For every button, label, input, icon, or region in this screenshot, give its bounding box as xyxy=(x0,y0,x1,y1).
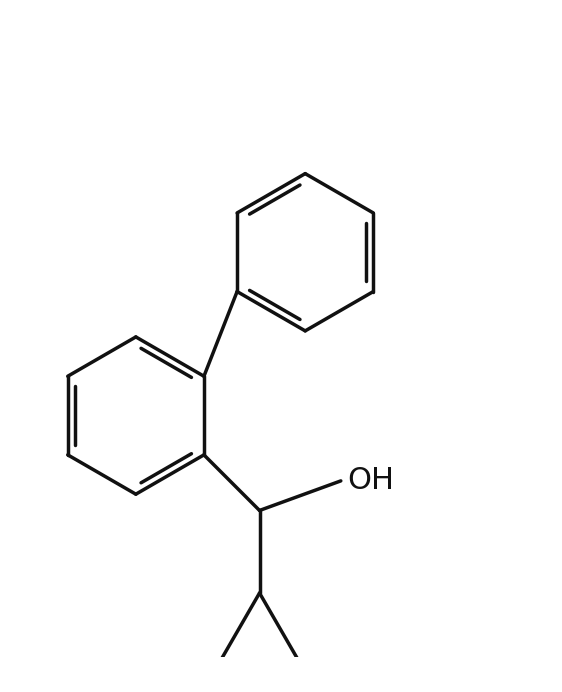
Text: OH: OH xyxy=(347,466,394,495)
